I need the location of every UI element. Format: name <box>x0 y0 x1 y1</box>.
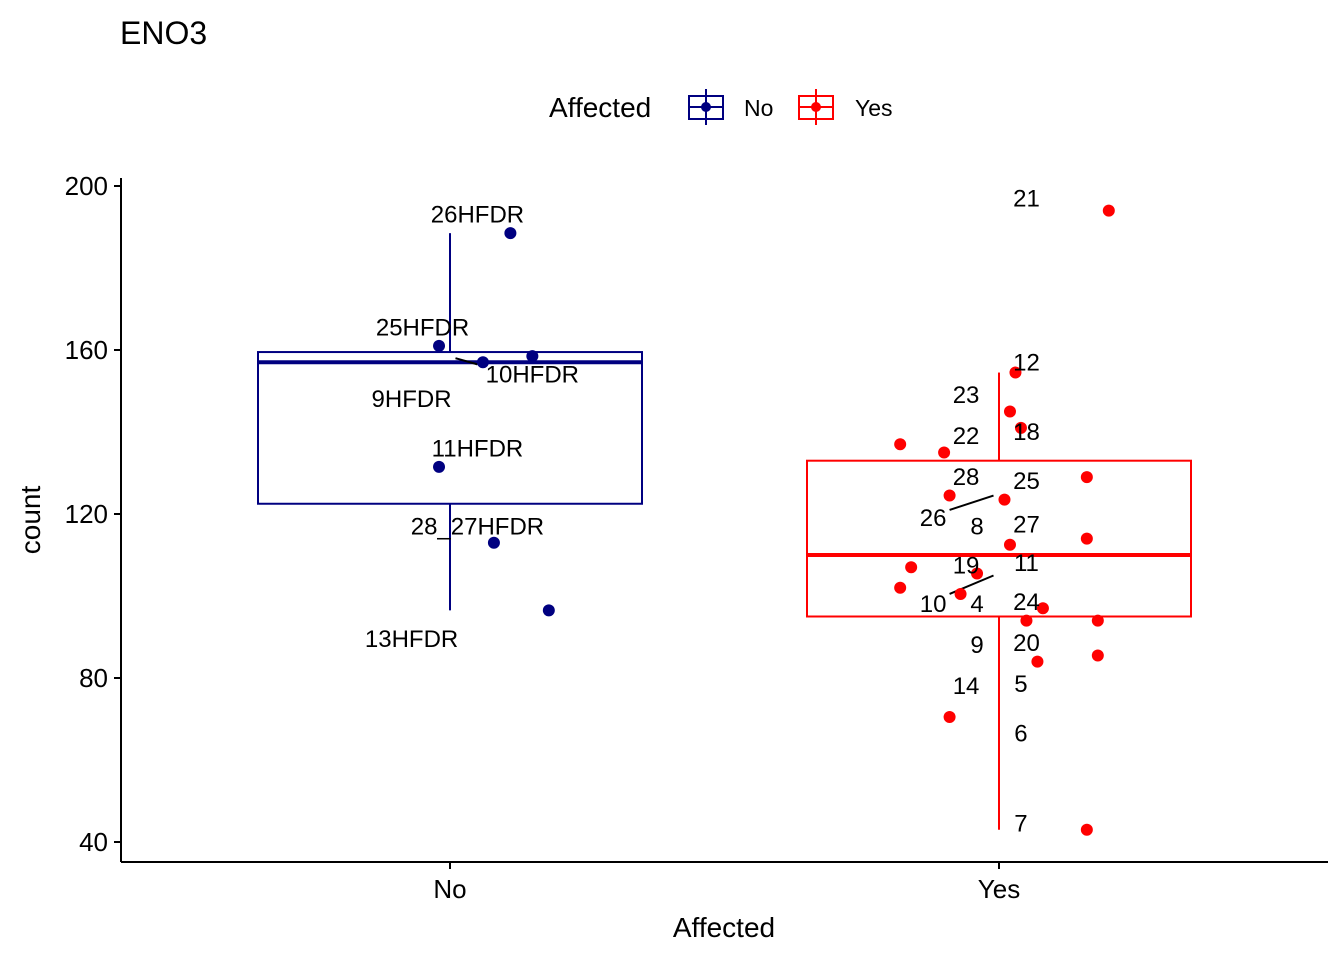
box-yes <box>806 372 1192 830</box>
point-label: 28 <box>953 464 980 491</box>
point-label: 25HFDR <box>376 314 469 341</box>
point-label: 11HFDR <box>432 435 524 462</box>
point-label: 21 <box>1013 185 1040 212</box>
data-point <box>1080 532 1093 545</box>
data-point <box>954 587 967 600</box>
data-point <box>542 604 555 617</box>
point-label: 23 <box>953 382 980 409</box>
y-axis-title: count <box>15 486 46 555</box>
point-label: 4 <box>970 591 983 618</box>
data-point <box>1009 366 1022 379</box>
data-point <box>526 350 539 363</box>
point-label: 18 <box>1013 419 1040 446</box>
x-tick-label: No <box>433 874 466 904</box>
point-label: 27 <box>1013 511 1040 538</box>
data-point <box>476 356 489 369</box>
data-point <box>433 460 446 473</box>
point-label: 9HFDR <box>372 386 452 413</box>
data-point <box>433 339 446 352</box>
box-iqr <box>806 459 1192 618</box>
data-point <box>971 567 984 580</box>
x-tick-label: Yes <box>978 874 1020 904</box>
legend-label-no: No <box>744 95 773 121</box>
point-label: 25 <box>1013 468 1040 495</box>
data-point <box>1003 538 1016 551</box>
data-point <box>998 493 1011 506</box>
point-label: 26HFDR <box>431 202 524 229</box>
legend-key-no <box>688 89 724 125</box>
point-label: 5 <box>1014 671 1027 698</box>
data-point <box>1091 614 1104 627</box>
point-label: 13HFDR <box>365 626 458 653</box>
point-label: 19 <box>953 552 980 579</box>
point-label: 24 <box>1013 589 1040 616</box>
box-no <box>257 233 643 611</box>
point-label: 22 <box>953 423 980 450</box>
y-tick-label: 80 <box>79 663 108 693</box>
data-point <box>1080 823 1093 836</box>
data-point <box>1014 421 1027 434</box>
data-point <box>943 710 956 723</box>
label-connector <box>455 357 478 366</box>
data-point <box>1003 405 1016 418</box>
legend-key-yes <box>798 89 834 125</box>
point-label: 6 <box>1014 720 1027 747</box>
point-label: 7 <box>1014 811 1027 838</box>
data-point <box>487 536 500 549</box>
point-label: 10HFDR <box>486 362 579 389</box>
point-label: 26 <box>920 505 947 532</box>
point-label: 8 <box>970 513 983 540</box>
chart-title: ENO3 <box>120 15 207 51</box>
x-axis-title: Affected <box>673 912 775 943</box>
data-point <box>1020 614 1033 627</box>
data-point <box>504 227 517 240</box>
y-tick-label: 40 <box>79 827 108 857</box>
point-label: 11 <box>1014 550 1039 577</box>
data-point <box>1102 204 1115 217</box>
point-label: 28_27HFDR <box>411 513 544 540</box>
data-point <box>894 581 907 594</box>
y-tick-label: 200 <box>65 171 108 201</box>
data-point <box>943 489 956 502</box>
data-point <box>905 561 918 574</box>
point-label: 14 <box>953 673 980 700</box>
point-label: 9 <box>970 632 983 659</box>
legend-label-yes: Yes <box>855 95 893 121</box>
data-point <box>938 446 951 459</box>
y-tick-label: 120 <box>65 499 108 529</box>
data-point <box>1091 649 1104 662</box>
legend: Affected No Yes <box>549 89 893 125</box>
data-point <box>1036 602 1049 615</box>
label-connector <box>949 494 994 511</box>
legend-title: Affected <box>549 92 651 123</box>
data-point <box>1080 471 1093 484</box>
point-label: 12 <box>1013 349 1040 376</box>
data-point <box>1031 655 1044 668</box>
data-point <box>894 438 907 451</box>
point-label: 10 <box>920 591 947 618</box>
y-tick-label: 160 <box>65 335 108 365</box>
point-label: 20 <box>1013 630 1040 657</box>
box-iqr <box>257 351 643 505</box>
